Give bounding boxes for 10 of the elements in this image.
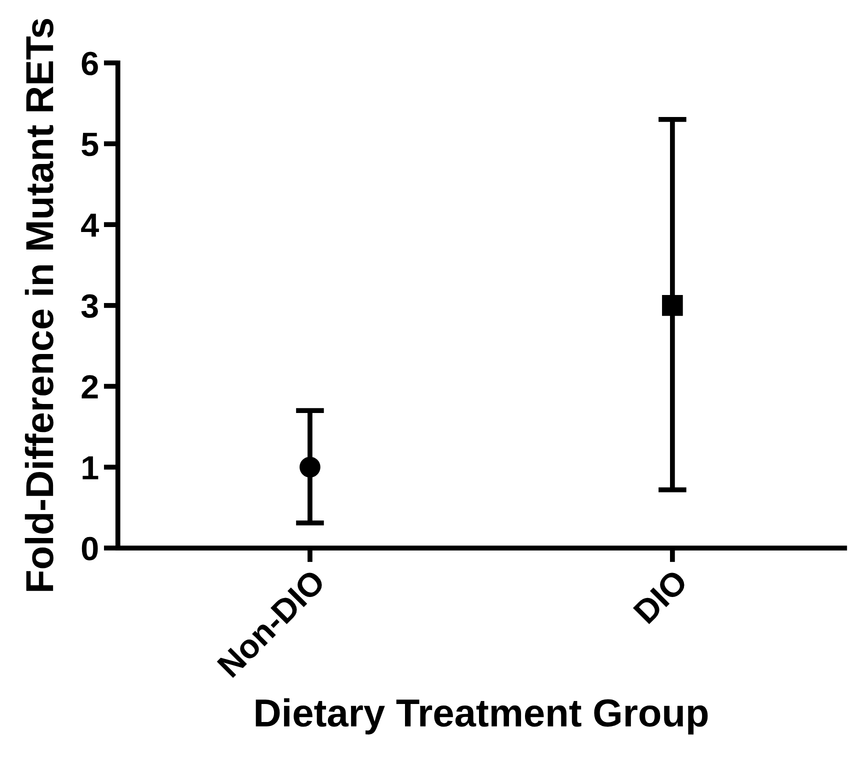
y-axis-title: Fold-Difference in Mutant RETs [24,18,54,591]
x-axis-title: Dietary Treatment Group [256,698,708,734]
y-tick-label: 3 [81,294,98,318]
x-tick-label: DIO [632,568,689,624]
y-tick-label: 6 [82,52,98,76]
y-tick-label: 2 [82,375,98,398]
y-tick-label: 5 [82,132,98,156]
y-tick-label: 1 [82,456,98,480]
y-tick-label: 4 [81,214,99,237]
y-tick-label: 0 [82,536,98,560]
